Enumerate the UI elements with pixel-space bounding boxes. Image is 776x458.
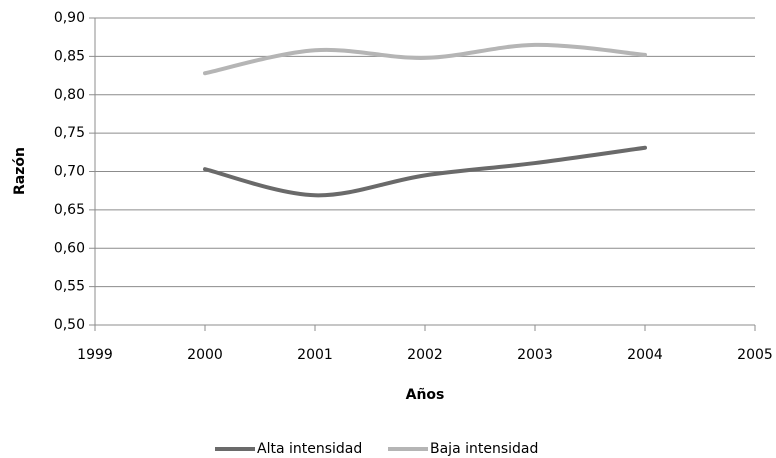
series-line [203,145,647,198]
y-tick-label: 0,90 [54,10,85,26]
x-tick-label: 2000 [187,347,223,363]
y-tick-label: 0,60 [54,240,85,256]
x-tick-label: 2002 [407,347,443,363]
x-tick-label: 2001 [297,347,333,363]
legend-label: Baja intensidad [430,441,538,457]
series-line [203,42,647,76]
y-tick-label: 0,85 [54,48,85,64]
y-tick-label: 0,65 [54,202,85,218]
x-tick-label: 2005 [737,347,773,363]
y-tick-label: 0,80 [54,87,85,103]
legend-label: Alta intensidad [257,441,362,457]
y-tick-label: 0,70 [54,164,85,180]
y-axis-title: Razón [12,147,28,195]
y-tick-label: 0,75 [54,125,85,141]
x-tick-label: 2003 [517,347,553,363]
y-tick-label: 0,50 [54,317,85,333]
y-tick-label: 0,55 [54,279,85,295]
x-axis-title: Años [406,387,445,403]
x-tick-label: 2004 [627,347,663,363]
x-tick-label: 1999 [77,347,113,363]
